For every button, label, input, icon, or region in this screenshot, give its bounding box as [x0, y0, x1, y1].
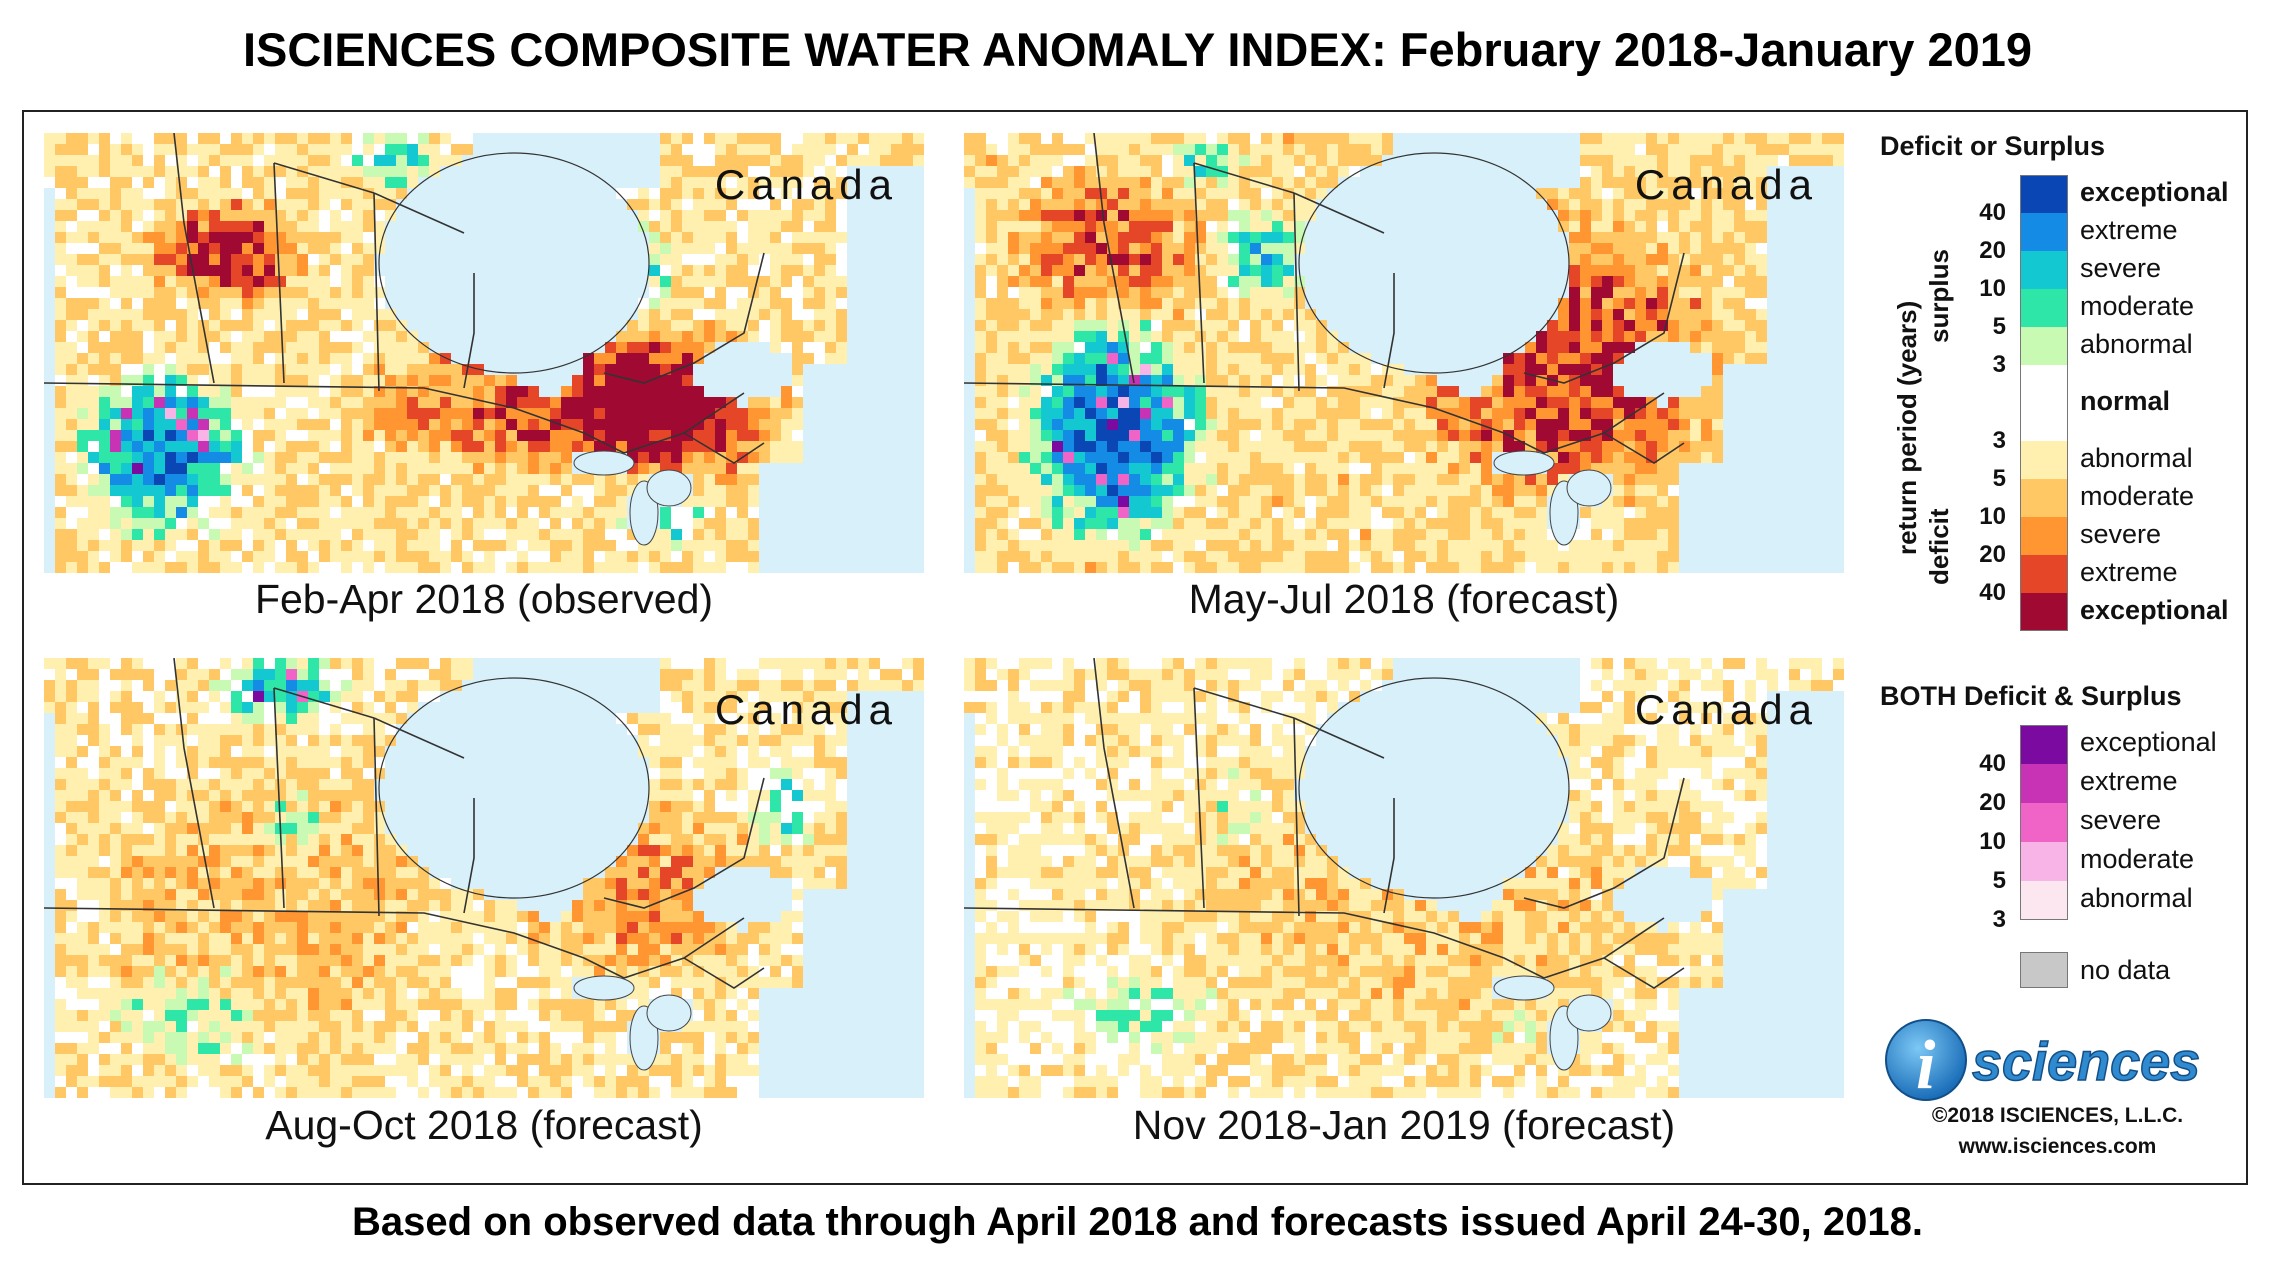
- legend-label-deficit-abnormal: abnormal: [2080, 443, 2193, 473]
- lake: [573, 975, 635, 1001]
- region-label: Canada: [714, 686, 898, 733]
- legend-label-both-moderate: moderate: [2080, 844, 2195, 874]
- anomaly-grid: [44, 658, 924, 1098]
- legend-label-surplus-severe: severe: [2080, 253, 2162, 283]
- legend-swatch-surplus-severe: [2020, 251, 2068, 289]
- legend-label-both-abnormal: abnormal: [2080, 883, 2193, 913]
- legend-number-deficit: 3: [1992, 427, 2006, 454]
- legend-number-surplus: 5: [1992, 313, 2006, 340]
- legend-label-both-extreme: extreme: [2080, 766, 2178, 796]
- legend-title-both: BOTH Deficit & Surplus: [1880, 681, 2182, 711]
- legend-number-both: 40: [1979, 750, 2006, 777]
- legend-number-surplus: 10: [1979, 275, 2006, 302]
- legend-number-both: 5: [1992, 867, 2006, 894]
- panel-caption: Feb-Apr 2018 (observed): [254, 576, 714, 622]
- legend-label-deficit-moderate: moderate: [2080, 481, 2195, 511]
- legend-label-normal: normal: [2080, 386, 2171, 416]
- legend-number-deficit: 5: [1992, 465, 2006, 492]
- legend-number-both: 3: [1992, 906, 2006, 933]
- legend-label-deficit-extreme: extreme: [2080, 557, 2178, 587]
- legend-swatch-both-moderate: [2020, 842, 2068, 881]
- legend-number-both: 20: [1979, 789, 2006, 816]
- anomaly-grid: [44, 133, 924, 573]
- political-borders: [964, 658, 1685, 989]
- legend-number-deficit: 40: [1979, 579, 2006, 606]
- legend-swatch-both-severe: [2020, 803, 2068, 842]
- footer-note: Based on observed data through April 201…: [352, 1200, 1923, 1244]
- anomaly-map: [44, 658, 924, 1098]
- panel-caption: Aug-Oct 2018 (forecast): [265, 1102, 703, 1148]
- copyright-block: ©2018 ISCIENCES, L.L.C. www.isciences.co…: [1880, 1100, 2235, 1162]
- isciences-logo: i sciences: [1885, 1019, 2201, 1104]
- lake: [1566, 469, 1612, 507]
- legend-label-surplus-moderate: moderate: [2080, 291, 2195, 321]
- legend-swatch-surplus-exceptional: [2020, 175, 2068, 213]
- region-label: Canada: [1634, 161, 1818, 208]
- map-title: ISCIENCES COMPOSITE WATER ANOMALY INDEX:…: [242, 23, 2033, 76]
- figure-frame: [22, 110, 2248, 1185]
- lake: [1566, 994, 1612, 1032]
- legend-label-surplus-exceptional: exceptional: [2080, 177, 2229, 207]
- legend-swatch-both-abnormal: [2020, 881, 2068, 920]
- legend-swatch-deficit-abnormal: [2020, 441, 2068, 479]
- region-label: Canada: [714, 161, 898, 208]
- lake: [646, 469, 692, 507]
- anomaly-grid: [964, 658, 1844, 1098]
- legend-number-deficit: 20: [1979, 541, 2006, 568]
- legend-swatch-deficit-moderate: [2020, 479, 2068, 517]
- map-panel-may-jul: Canada: [964, 133, 1844, 573]
- website-link[interactable]: www.isciences.com: [1958, 1135, 2157, 1158]
- legend-swatch-both-extreme: [2020, 764, 2068, 803]
- map-panel-feb-apr: Canada: [44, 133, 924, 573]
- legend-swatch-normal: [2020, 365, 2068, 441]
- anomaly-map: [44, 133, 924, 573]
- political-borders: [964, 133, 1685, 464]
- legend-swatch-both-exceptional: [2020, 725, 2068, 764]
- legend-number-surplus: 20: [1979, 237, 2006, 264]
- lake: [1493, 450, 1555, 476]
- legend-number-both: 10: [1979, 828, 2006, 855]
- legend-swatch-deficit-exceptional: [2020, 593, 2068, 631]
- legend-label-both-severe: severe: [2080, 805, 2162, 835]
- legend-swatch-surplus-extreme: [2020, 213, 2068, 251]
- panel-caption: May-Jul 2018 (forecast): [1188, 576, 1620, 622]
- map-panel-nov-jan: Canada: [964, 658, 1844, 1098]
- legend-number-deficit: 10: [1979, 503, 2006, 530]
- logo-letter: i: [1916, 1027, 1936, 1104]
- anomaly-grid: [964, 133, 1844, 573]
- logo-text: sciences: [1972, 1032, 2200, 1092]
- legend-number-surplus: 3: [1992, 351, 2006, 378]
- legend-axis-label: return period (years): [1892, 300, 1922, 555]
- legend-swatch-surplus-moderate: [2020, 289, 2068, 327]
- lake: [573, 450, 635, 476]
- map-panel-aug-oct: Canada: [44, 658, 924, 1098]
- legend-label-deficit-exceptional: exceptional: [2080, 595, 2229, 625]
- legend-label-deficit-severe: severe: [2080, 519, 2162, 549]
- lake: [1493, 975, 1555, 1001]
- region-label: Canada: [1634, 686, 1818, 733]
- lake: [646, 994, 692, 1032]
- legend-title-deficit-surplus: Deficit or Surplus: [1880, 131, 2106, 161]
- copyright-text: ©2018 ISCIENCES, L.L.C.: [1931, 1104, 2184, 1127]
- political-borders: [44, 133, 765, 464]
- legend-number-surplus: 40: [1979, 199, 2006, 226]
- legend-swatch-surplus-abnormal: [2020, 327, 2068, 365]
- legend-label-surplus-abnormal: abnormal: [2080, 329, 2193, 359]
- legend-swatch-deficit-extreme: [2020, 555, 2068, 593]
- legend-swatch-deficit-severe: [2020, 517, 2068, 555]
- legend-label-no-data: no data: [2080, 955, 2171, 985]
- anomaly-map: [964, 133, 1844, 573]
- panel-caption: Nov 2018-Jan 2019 (forecast): [1132, 1102, 1676, 1148]
- anomaly-map: [964, 658, 1844, 1098]
- legend: Deficit or Surplus return period (years)…: [1880, 125, 2240, 1175]
- legend-label-surplus-extreme: extreme: [2080, 215, 2178, 245]
- legend-label-both-exceptional: exceptional: [2080, 727, 2217, 757]
- political-borders: [44, 658, 765, 989]
- legend-swatch-no-data: [2020, 952, 2068, 988]
